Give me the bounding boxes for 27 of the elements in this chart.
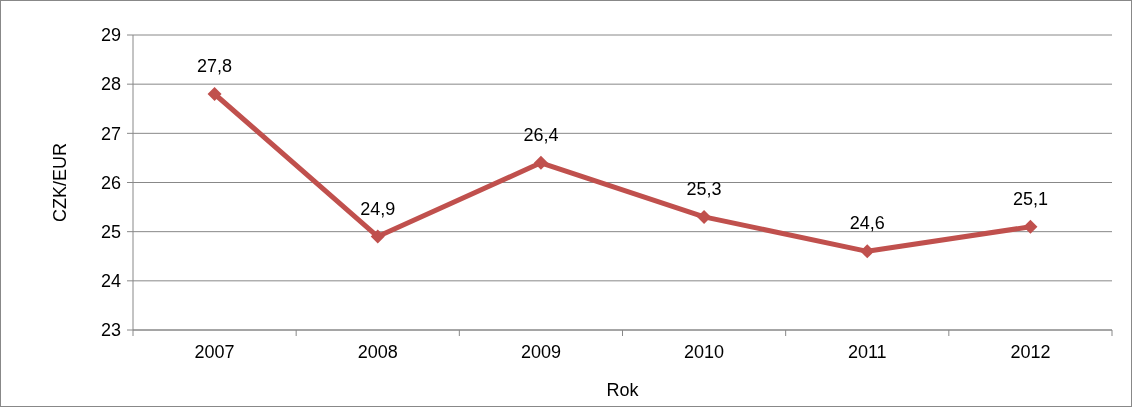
data-label: 25,1 (1012, 188, 1048, 209)
data-label: 24,9 (360, 198, 396, 219)
y-tick-label: 25 (100, 221, 121, 242)
x-tick-label: 2012 (1010, 342, 1051, 362)
point (533, 155, 548, 170)
x-tick-label: 2008 (357, 342, 398, 362)
data-label: 26,4 (523, 124, 559, 145)
y-tick-label: 29 (100, 25, 121, 46)
y-tick-label: 28 (100, 74, 121, 95)
point (860, 244, 875, 259)
y-tick-label: 27 (100, 123, 121, 144)
x-tick-label: 2007 (194, 342, 235, 362)
y-axis-title: CZK/EUR (50, 142, 70, 223)
y-tick-label: 26 (100, 172, 121, 193)
y-tick-label: 23 (100, 320, 121, 341)
point (207, 87, 222, 101)
point (370, 229, 385, 244)
data-label: 25,3 (686, 178, 722, 199)
point (1023, 219, 1038, 234)
x-tick-label: 2011 (847, 342, 887, 362)
data-label: 24,6 (849, 213, 885, 234)
y-tick-label: 24 (100, 271, 121, 292)
point (697, 209, 712, 224)
x-tick-label: 2010 (684, 342, 725, 362)
x-axis-title: Rok (606, 380, 640, 400)
data-label: 27,8 (197, 56, 233, 76)
x-tick-label: 2009 (520, 342, 561, 362)
